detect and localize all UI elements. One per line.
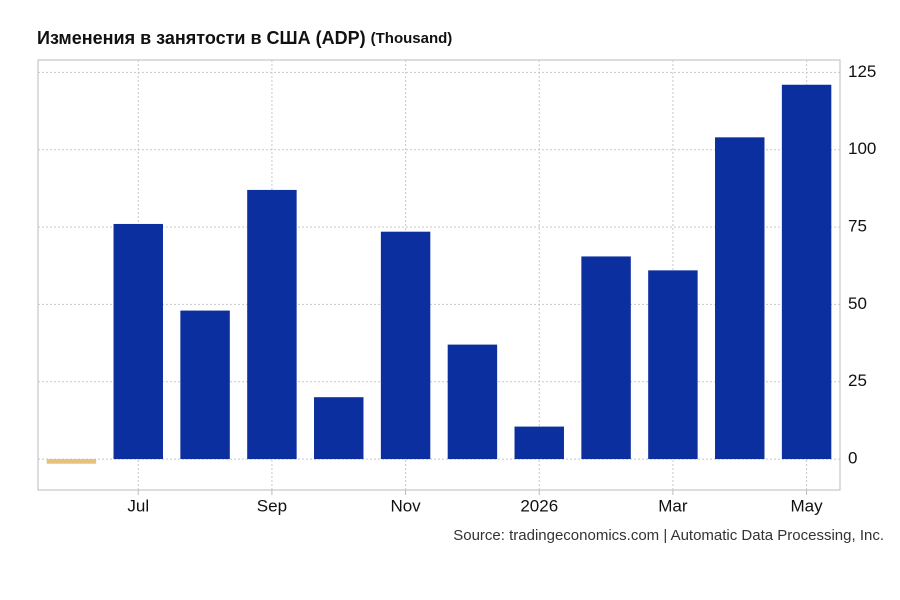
bar — [314, 397, 364, 460]
source: Source: tradingeconomics.com | Automatic… — [453, 527, 884, 544]
y-tick-label: 125 — [848, 62, 876, 81]
plot-frame — [37, 59, 841, 491]
bar — [715, 137, 765, 460]
x-tick-label: Jul — [127, 496, 149, 515]
y-tick-label: 25 — [848, 371, 867, 390]
bar — [247, 189, 297, 460]
x-tick-label: May — [791, 496, 824, 515]
bar — [180, 310, 230, 460]
x-tick-label: 2026 — [520, 496, 558, 515]
y-tick-label: 50 — [848, 294, 867, 313]
unit-text: (Thousand) — [371, 30, 453, 47]
bar — [113, 223, 163, 460]
bar — [447, 344, 498, 460]
x-tick-label: Mar — [658, 496, 688, 515]
bar — [781, 84, 832, 460]
x-tick-label: Nov — [390, 496, 421, 515]
y-tick-label: 75 — [848, 217, 867, 236]
y-tick-label: 0 — [848, 449, 857, 468]
title-text: Изменения в занятости в США (ADP) — [37, 28, 366, 48]
bar — [648, 270, 698, 460]
bar — [46, 459, 97, 464]
y-tick-label: 100 — [848, 139, 876, 158]
bar — [380, 231, 431, 460]
bar — [514, 426, 564, 460]
x-tick-label: Sep — [257, 496, 287, 515]
bar — [581, 256, 631, 460]
chart-title: Изменения в занятости в США (ADP) (Thous… — [37, 28, 452, 48]
